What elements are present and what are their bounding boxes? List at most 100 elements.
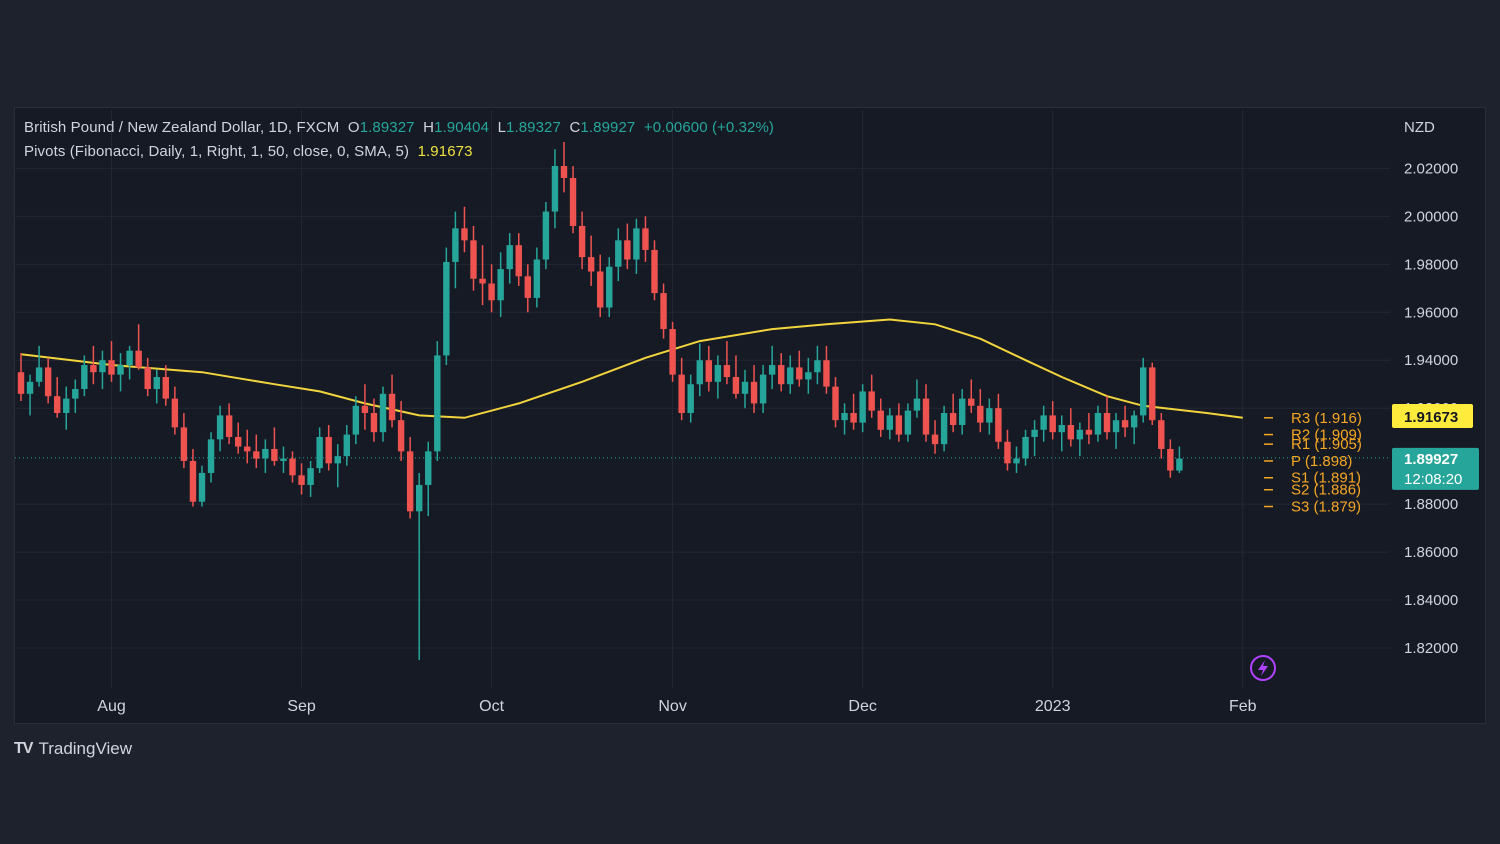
y-tick-label: 1.84000 [1404,592,1458,609]
candle-body [660,293,667,330]
candle-body [1013,458,1020,464]
candle-body [796,367,803,380]
x-axis: Aug Sep Oct Nov Dec 2023 Feb [97,698,1256,715]
candle-body [841,412,848,421]
candle-body [787,367,794,385]
pivot-label-r3: R3 (1.916) [1291,410,1362,427]
candle-body [289,458,296,476]
y-axis: NZD 2.02000 2.00000 1.98000 1.96000 1.94000 1.… [1392,119,1479,657]
lightning-glyph [1258,660,1268,676]
candle-body [379,393,387,433]
candle-body [171,398,179,428]
candle-body [533,259,541,298]
legend-symbol-line: British Pound / New Zealand Dollar, 1D, … [24,119,774,136]
candle-body [1067,424,1074,440]
open-label: O [347,119,360,136]
candle-body [443,261,450,356]
y-tick-label: 1.88000 [1404,496,1458,513]
chart-frame[interactable] [14,107,1486,724]
candle-body [434,355,441,452]
candle-body [515,245,522,277]
candle-body [1149,367,1156,421]
price-tag-countdown: 12:08:20 [1404,471,1462,488]
candle-body [307,468,314,485]
low-value: 1.89327 [506,119,561,136]
candle-body [606,266,613,308]
candle-body [949,412,957,425]
candle-body [569,177,577,226]
candle-body [714,365,722,382]
candle-body [750,381,758,404]
candle-body [216,415,224,440]
candle-body [425,451,432,485]
candle-body [72,389,79,399]
candle-body [560,166,568,178]
price-tag-value: 1.89927 [1404,451,1458,468]
candle-body [913,398,921,411]
candle-body [868,391,875,411]
candle-body [90,365,97,373]
candle-body [940,412,948,445]
tradingview-name: TradingView [38,739,133,758]
candle-body [406,451,414,512]
candle-body [597,271,604,308]
candle-body [1112,420,1120,433]
alert-button [1250,655,1276,681]
lightning-alert-icon[interactable] [1250,655,1276,681]
legend-indicator-line[interactable]: Pivots (Fibonacci, Daily, 1, Right, 1, 5… [24,143,473,160]
y-tick-label: 1.86000 [1404,544,1458,561]
candle-body [669,329,676,375]
candle-body [687,384,694,413]
candle-body [370,412,378,433]
candle-body [859,391,866,423]
close-value: 1.89927 [580,119,636,136]
sma-line [20,318,1243,419]
candle-body [551,166,559,212]
candle-body [1049,415,1056,433]
x-tick-label: Dec [848,698,876,715]
candle-body [931,434,939,445]
candle-body [479,278,486,284]
y-tick-label: 1.98000 [1404,256,1458,273]
x-tick-label: Feb [1229,698,1257,715]
candle-body [271,448,278,461]
candle-body [768,365,776,375]
ma-value-text: 1.91673 [1404,409,1458,426]
pivot-label-p: P (1.898) [1291,453,1352,470]
pivot-label-s3: S3 (1.879) [1291,499,1361,516]
candle-body [886,415,893,430]
currency-label: NZD [1404,119,1435,136]
tradingview-mark-icon: TV [14,740,33,757]
candle-body [741,381,749,394]
price-tag [1392,447,1479,490]
candle-body [180,427,188,461]
candle-body [235,436,242,447]
candle-body [977,405,984,423]
candle-body [135,350,142,368]
tradingview-logo[interactable]: TV TradingView [14,739,132,759]
candle-body [488,283,495,301]
candle-body [388,393,396,421]
symbol-title: British Pound / New Zealand Dollar, 1D, … [24,119,340,136]
candle-body [895,415,903,435]
candle-body [298,475,305,485]
close-label: C [569,119,581,136]
candle-body [542,211,550,260]
candle-body [832,386,839,421]
candle-body [1058,424,1065,433]
low-label: L [497,119,507,136]
candle-body [81,365,88,390]
candle-body [1176,458,1183,471]
candle-body [633,228,640,260]
y-tick-label: 1.82000 [1404,640,1458,657]
candle-body [723,365,731,378]
candle-body [253,451,260,459]
candle-body [778,365,785,385]
candle-body [352,405,360,435]
candle-body [524,276,531,298]
candle-body [696,360,703,385]
x-tick-label: Oct [479,698,504,715]
candle-body [1103,412,1111,433]
y-tick-label: 2.00000 [1404,208,1458,225]
